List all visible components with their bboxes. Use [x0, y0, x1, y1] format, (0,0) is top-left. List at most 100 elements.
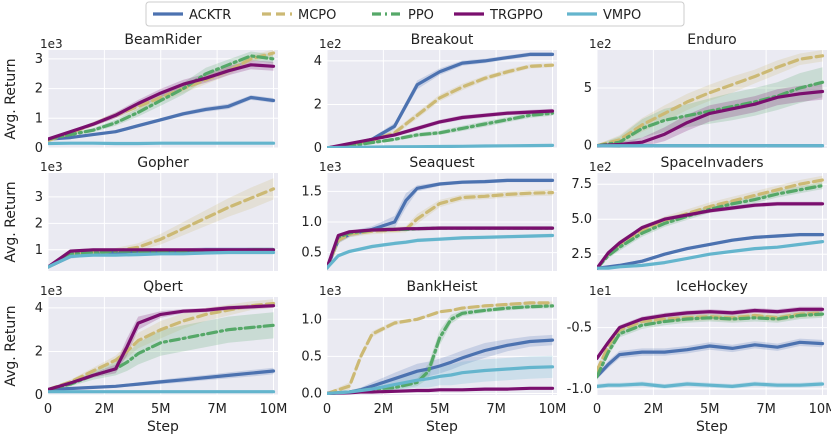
y-tick-label: 1.5 — [301, 184, 322, 199]
y-tick-label: -0.5 — [567, 321, 592, 336]
line-icehockey-ppo — [597, 312, 825, 379]
legend-label-trgppo: TRGPPO — [489, 8, 543, 23]
panel-breakout: 0 2 4 Breakout 1e2 — [314, 32, 557, 156]
panel-title: Breakout — [411, 32, 474, 48]
x-axis-label: Step — [147, 419, 179, 435]
exponent-label: 1e2 — [319, 37, 342, 51]
line-gopher-trgppo — [48, 248, 276, 269]
x-axis-label: Step — [426, 419, 458, 435]
x-tick-label: 7M — [756, 402, 776, 417]
panel-title: BeamRider — [124, 32, 202, 48]
panel-bankheist: 0.0 0.5 1.0 BankHeist 1e3 0 2M 5M 7M 10M Step — [301, 279, 566, 435]
x-tick-label: 5M — [430, 402, 450, 417]
line-enduro-mcpo — [597, 54, 825, 148]
x-tick-label: 0 — [44, 402, 52, 417]
exponent-label: 1e3 — [319, 160, 342, 174]
line-spaceinvaders-trgppo — [597, 202, 825, 270]
y-axis-label: Avg. Return — [3, 181, 19, 262]
y-tick-label: 1.0 — [301, 215, 322, 230]
line-bankheist-ppo — [327, 304, 555, 395]
y-tick-label: 0.5 — [301, 349, 322, 364]
line-beamrider-ppo — [48, 54, 276, 141]
y-tick-label: 1 — [35, 111, 43, 126]
series-group-enduro — [597, 50, 825, 148]
x-tick-label: 5M — [700, 402, 720, 417]
y-tick-label: 2 — [314, 97, 322, 112]
x-tick-label: 7M — [486, 402, 506, 417]
series-group-gopher — [48, 178, 276, 269]
y-tick-label: 0 — [314, 141, 322, 156]
line-beamrider-acktr — [48, 95, 276, 141]
line-icehockey-acktr — [597, 340, 825, 379]
line-icehockey-trgppo — [597, 307, 825, 360]
band-enduro-mcpo — [597, 50, 823, 147]
y-tick-label: 0.5 — [301, 246, 322, 261]
line-seaquest-vmpo — [327, 233, 555, 270]
series-group-beamrider — [48, 50, 276, 146]
x-tick-label: 2M — [644, 402, 664, 417]
x-tick-label: 10M — [809, 402, 831, 417]
legend: ACKTR MCPO PPO TRGPPO VMPO — [145, 1, 685, 27]
panel-title: Qbert — [143, 279, 183, 295]
x-tick-label: 0 — [323, 402, 331, 417]
x-tick-label: 10M — [539, 402, 567, 417]
series-group-qbert — [48, 299, 276, 394]
legend-label-ppo: PPO — [408, 8, 434, 23]
line-breakout-trgppo — [327, 109, 555, 148]
panel-spaceinvaders: 2.5 5.0 7.5 SpaceInvaders 1e2 — [571, 155, 827, 271]
line-breakout-ppo — [327, 111, 555, 148]
line-qbert-trgppo — [48, 304, 276, 392]
line-gopher-vmpo — [48, 250, 276, 269]
line-bankheist-mcpo — [327, 301, 555, 395]
series-group-icehockey — [597, 306, 825, 389]
panel-title: IceHockey — [676, 279, 748, 295]
y-tick-label: 7.5 — [571, 177, 592, 192]
y-tick-label: 1.0 — [301, 312, 322, 327]
panel-enduro: 0 5 Enduro 1e2 — [584, 32, 827, 154]
y-tick-label: 5 — [584, 81, 592, 96]
panel-qbert: 0 2 4 Qbert 1e3 Avg. Return 0 2M 5M 7M 10M Step — [3, 279, 287, 435]
band-icehockey-acktr — [597, 338, 823, 380]
line-spaceinvaders-vmpo — [597, 240, 825, 270]
y-tick-label: 0.0 — [301, 387, 322, 402]
y-tick-label: 0 — [35, 388, 43, 403]
band-icehockey-ppo — [597, 310, 823, 381]
x-tick-label: 7M — [207, 402, 227, 417]
band-qbert-mcpo — [48, 299, 274, 391]
line-beamrider-mcpo — [48, 51, 276, 143]
band-beamrider-acktr — [48, 95, 274, 140]
x-axis-label: Step — [696, 419, 728, 435]
y-tick-label: 0 — [584, 139, 592, 154]
line-enduro-trgppo — [597, 89, 825, 148]
legend-label-acktr: ACKTR — [189, 8, 231, 23]
y-axis-label: Avg. Return — [3, 305, 19, 386]
exponent-label: 1e3 — [319, 284, 342, 298]
series-group-breakout — [327, 52, 555, 148]
y-tick-label: -1.0 — [567, 382, 592, 397]
band-enduro-ppo — [597, 67, 823, 148]
line-beamrider-trgppo — [48, 63, 276, 141]
x-tick-label: 5M — [151, 402, 171, 417]
x-tick-label: 2M — [374, 402, 394, 417]
line-icehockey-vmpo — [597, 382, 825, 388]
legend-box — [145, 1, 685, 27]
y-tick-label: 0 — [35, 141, 43, 156]
exponent-label: 1e3 — [40, 160, 63, 174]
line-breakout-vmpo — [327, 143, 555, 148]
line-bankheist-vmpo — [327, 365, 555, 395]
y-tick-label: 2 — [35, 216, 43, 231]
y-tick-label: 1 — [35, 243, 43, 258]
line-qbert-mcpo — [48, 301, 276, 392]
legend-label-mcpo: MCPO — [298, 8, 336, 23]
exponent-label: 1e2 — [589, 37, 612, 51]
exponent-label: 1e3 — [40, 284, 63, 298]
y-tick-label: 3 — [35, 190, 43, 205]
panel-title: Enduro — [687, 32, 737, 48]
line-enduro-ppo — [597, 80, 825, 148]
panel-icehockey: -1.0 -0.5 IceHockey 1e1 0 2M 5M 7M 10M Step — [567, 279, 831, 435]
exponent-label: 1e1 — [589, 284, 612, 298]
series-group-seaquest — [327, 178, 555, 271]
y-tick-label: 2 — [35, 82, 43, 97]
panel-title: Seaquest — [409, 155, 475, 171]
series-group-bankheist — [327, 301, 555, 395]
